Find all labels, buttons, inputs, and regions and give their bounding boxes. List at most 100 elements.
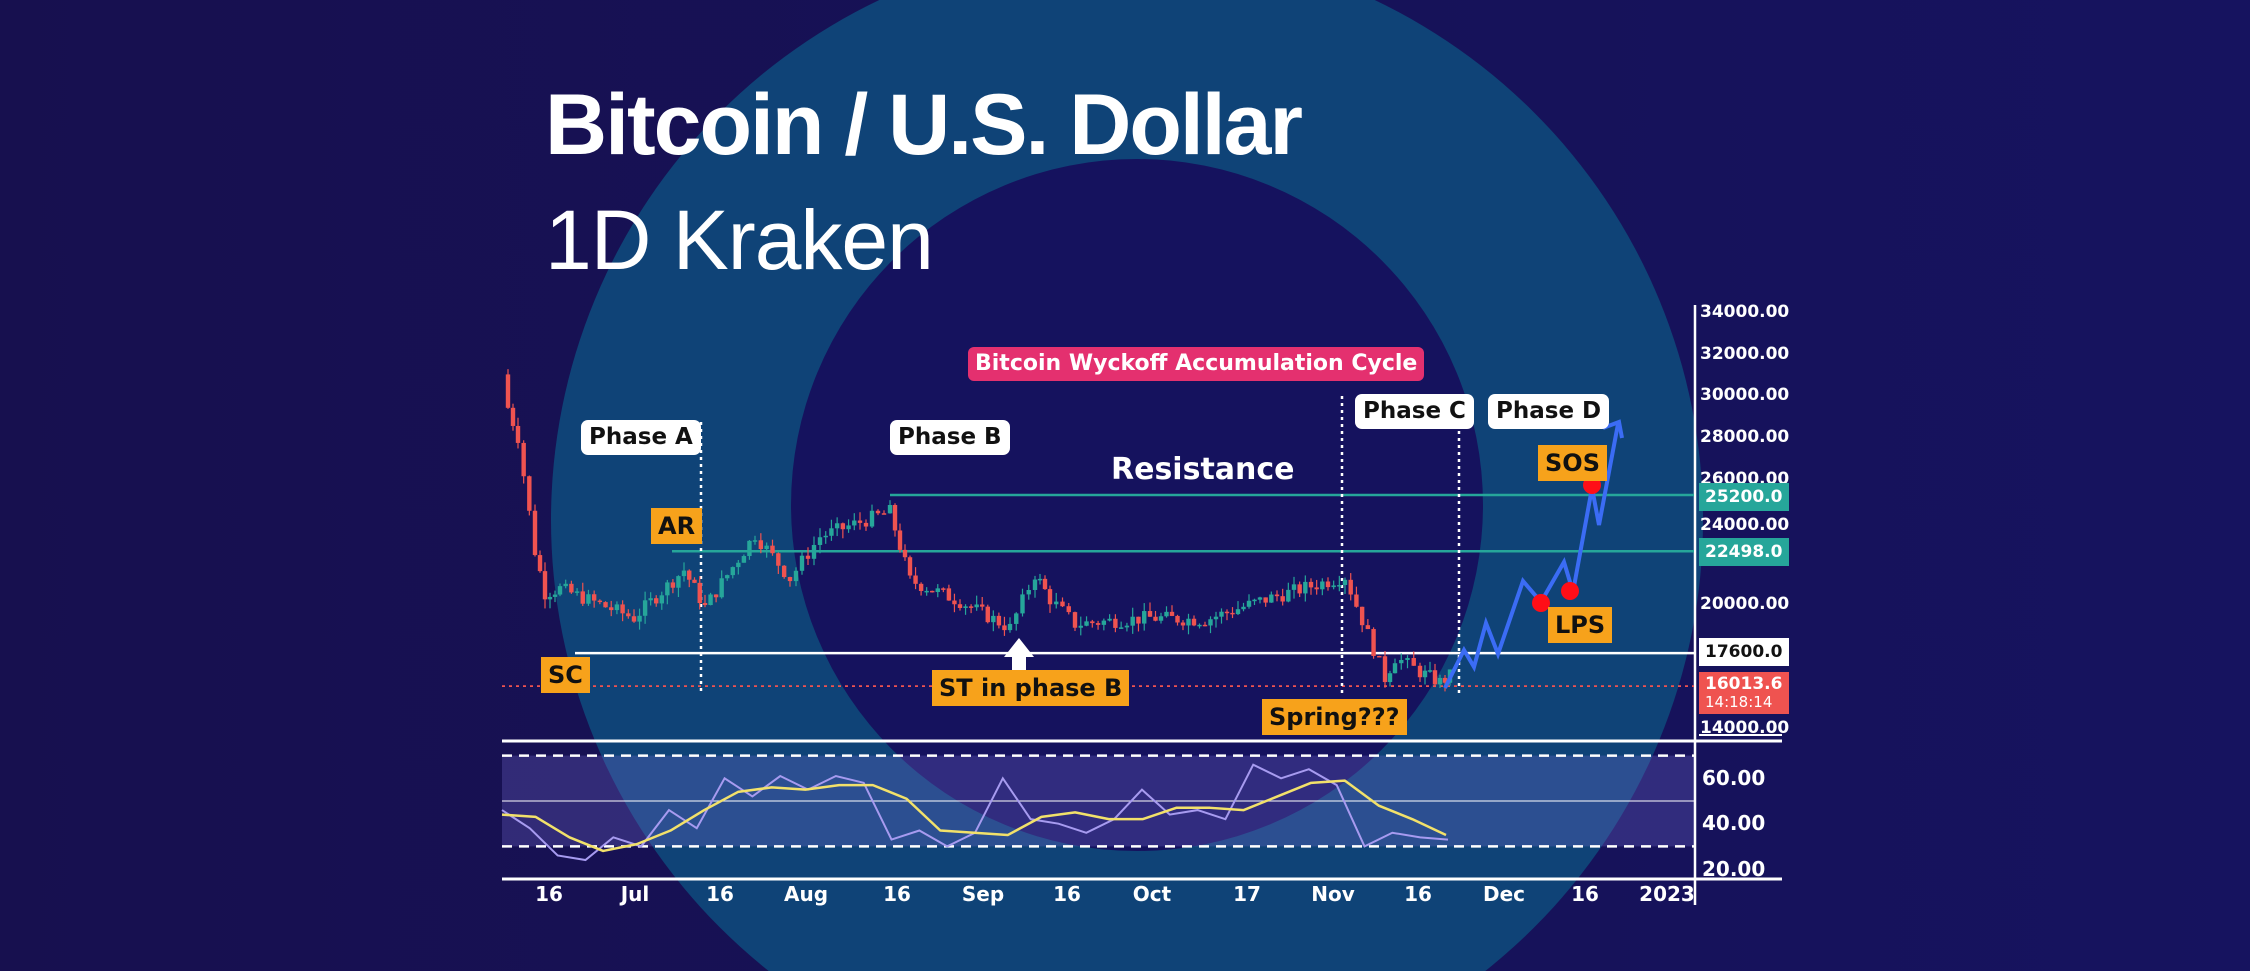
- time-tick: 16: [535, 882, 563, 906]
- candle-body: [620, 604, 625, 614]
- candle-body: [1066, 606, 1071, 613]
- candle-body: [1107, 618, 1112, 621]
- st-phase-b-tag: ST in phase B: [932, 670, 1130, 706]
- last-price-marker: 16013.6 14:18:14: [1699, 672, 1789, 714]
- projection-path: [1443, 423, 1620, 689]
- candle-body: [1387, 673, 1393, 683]
- candle-body: [747, 540, 752, 557]
- candle-body: [1186, 618, 1191, 626]
- candle-body: [1246, 600, 1252, 607]
- candle-body: [897, 530, 903, 550]
- candle-body: [1422, 670, 1428, 678]
- candle-body: [586, 594, 591, 604]
- candle-body: [1219, 611, 1224, 617]
- candle-body: [974, 604, 979, 608]
- candle-body: [713, 594, 719, 598]
- candle-body: [1348, 579, 1353, 595]
- candle-body: [676, 576, 681, 588]
- candle-body: [1032, 579, 1038, 590]
- candle-body: [725, 575, 730, 579]
- candle-body: [1442, 677, 1448, 683]
- candle-body: [941, 588, 946, 590]
- candle-body: [505, 374, 511, 408]
- price-tick: 34000.00: [1700, 302, 1790, 322]
- price-tick: 20000.00: [1700, 594, 1790, 614]
- candle-body: [1437, 677, 1443, 685]
- candle-body: [1202, 624, 1208, 627]
- resistance-label: Resistance: [1111, 452, 1295, 487]
- candle-body: [1303, 581, 1308, 594]
- candle-body: [1392, 663, 1398, 674]
- candle-body: [863, 522, 869, 527]
- candle-body: [597, 600, 603, 603]
- time-tick: 16: [706, 882, 734, 906]
- candle-body: [1208, 619, 1213, 626]
- candle-body: [1180, 622, 1186, 626]
- candle-body: [952, 600, 957, 605]
- candle-body: [626, 613, 631, 617]
- phase-d-label: Phase D: [1488, 394, 1610, 429]
- candle-body: [569, 583, 574, 593]
- candle-body: [892, 504, 898, 531]
- time-tick: 2023: [1639, 882, 1695, 906]
- candle-body: [648, 598, 653, 601]
- lps-tag: LPS: [1548, 607, 1613, 643]
- sos-tag: SOS: [1538, 445, 1607, 481]
- candle-body: [1354, 594, 1359, 607]
- candle-body: [1037, 578, 1043, 581]
- candle-body: [603, 602, 608, 608]
- candle-body: [1297, 584, 1302, 594]
- candle-body: [985, 606, 990, 623]
- candle-body: [817, 537, 823, 545]
- st-arrow-icon: [1004, 638, 1034, 676]
- event-dot: [1532, 594, 1550, 612]
- candle-body: [510, 407, 516, 426]
- candle-body: [1060, 601, 1065, 607]
- candle-body: [1230, 612, 1235, 615]
- candle-body: [787, 577, 793, 582]
- candle-body: [758, 540, 764, 549]
- candle-body: [708, 594, 713, 606]
- candle-body: [1007, 623, 1013, 631]
- candle-body: [1113, 618, 1118, 628]
- chart-subtitle: 1D Kraken: [545, 193, 934, 287]
- candle-body: [875, 510, 881, 514]
- candle-body: [1337, 585, 1342, 587]
- candle-body: [1342, 579, 1348, 586]
- candle-body: [924, 590, 929, 593]
- time-tick: Oct: [1132, 882, 1172, 906]
- price-tick: 14000.00: [1700, 718, 1790, 738]
- level-marker-17600: 17600.0: [1699, 638, 1789, 666]
- candle-body: [532, 510, 538, 556]
- candle-body: [642, 600, 648, 616]
- candle-body: [1047, 589, 1053, 605]
- candle-body: [654, 598, 659, 604]
- candle-body: [574, 591, 580, 593]
- candle-body: [823, 535, 828, 538]
- candle-body: [996, 615, 1002, 626]
- candle-body: [730, 567, 735, 576]
- cycle-title-badge: Bitcoin Wyckoff Accumulation Cycle: [968, 347, 1425, 381]
- time-tick: 16: [1571, 882, 1599, 906]
- candle-body: [547, 596, 553, 600]
- candle-body: [527, 476, 532, 511]
- candle-body: [670, 582, 676, 588]
- candle-body: [930, 590, 935, 593]
- ar-tag: AR: [651, 508, 703, 544]
- candle-body: [537, 555, 543, 572]
- time-tick: 16: [1404, 882, 1432, 906]
- candle-body: [913, 575, 918, 584]
- last-price-value: 16013.6: [1705, 674, 1783, 694]
- candle-body: [1072, 612, 1078, 628]
- candle-body: [1164, 611, 1169, 617]
- candle-body: [1153, 616, 1158, 621]
- candle-body: [1118, 627, 1124, 629]
- candle-body: [692, 579, 697, 583]
- candle-body: [1002, 625, 1007, 631]
- candle-body: [776, 553, 781, 566]
- candle-body: [1432, 670, 1438, 685]
- price-tick: 28000.00: [1700, 427, 1790, 447]
- price-tick: 30000.00: [1700, 385, 1790, 405]
- time-tick: Nov: [1311, 882, 1355, 906]
